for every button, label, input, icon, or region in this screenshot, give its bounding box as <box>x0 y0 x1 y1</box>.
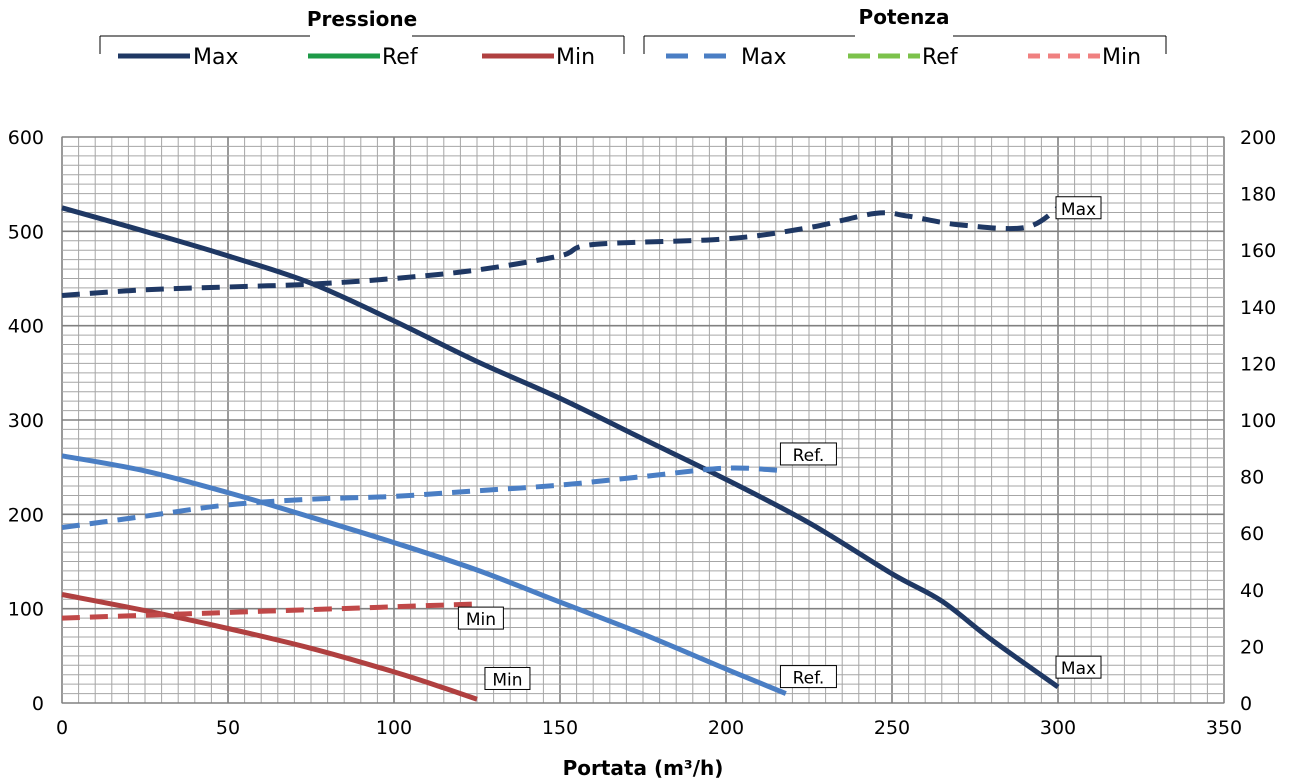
annotation-box <box>779 665 837 689</box>
annotation-box <box>484 666 531 690</box>
y-right-tick-label: 20 <box>1240 636 1264 658</box>
legend-pressure-min-label: Min <box>556 45 595 70</box>
legend-power-max-label: Max <box>741 45 786 70</box>
annotation-label: Max <box>1061 659 1096 679</box>
y-right-tick-label: 140 <box>1240 297 1276 319</box>
plot-grid <box>61 136 1225 704</box>
annotation-box <box>1055 655 1102 679</box>
series-line-p-ref <box>61 453 787 696</box>
y-right-tick-label: 180 <box>1240 184 1276 206</box>
y-left-tick-label: 200 <box>8 504 44 526</box>
y-left-tick-label: 300 <box>8 410 44 432</box>
legend-pressure-title: Pressione <box>307 7 417 31</box>
x-tick-label: 150 <box>542 717 578 739</box>
legend-power: Potenza Max Ref Min <box>643 5 1167 70</box>
y-right-tick-label: 160 <box>1240 240 1276 262</box>
annotation-label: Ref. <box>793 446 825 466</box>
y-left-tick-label: 500 <box>8 221 44 243</box>
x-tick-label: 0 <box>56 717 68 739</box>
legend-power-title: Potenza <box>859 5 950 29</box>
series-line-w-min <box>61 601 478 621</box>
x-axis-label: Portata (m³/h) <box>563 756 724 780</box>
annotation-label: Min <box>466 610 496 630</box>
y-right-tick-label: 80 <box>1240 467 1264 489</box>
y-right-tick-label: 120 <box>1240 353 1276 375</box>
annotation-box <box>779 442 837 466</box>
y-left-tick-label: 0 <box>32 693 44 715</box>
x-tick-label: 300 <box>1040 717 1076 739</box>
x-tick-label: 350 <box>1206 717 1242 739</box>
axis-ticks: 0 50 100 150 200 250 300 3500100200300400500600… <box>8 127 1277 739</box>
legend-power-ref-label: Ref <box>922 45 959 70</box>
legend-power-min-label: Min <box>1102 45 1141 70</box>
plot-annotations: Max Ref. Min Max Ref. Min <box>457 196 1102 690</box>
y-right-tick-label: 60 <box>1240 523 1264 545</box>
y-right-tick-label: 0 <box>1240 693 1252 715</box>
annotation-box <box>457 606 504 630</box>
legend-pressure-max-label: Max <box>193 45 238 70</box>
y-left-tick-label: 100 <box>8 599 44 621</box>
series-line-p-max <box>61 205 1060 690</box>
y-left-tick-label: 600 <box>8 127 44 149</box>
x-tick-label: 100 <box>376 717 412 739</box>
y-right-tick-label: 40 <box>1240 580 1264 602</box>
plot-series <box>61 205 1060 702</box>
series-line-p-min <box>61 592 478 702</box>
series-line-w-max <box>61 205 1060 298</box>
series-line-w-ref <box>61 465 786 530</box>
annotation-label: Max <box>1061 200 1096 220</box>
y-right-tick-label: 200 <box>1240 127 1276 149</box>
legend-pressure: Pressione Max Ref Min <box>99 7 625 70</box>
annotation-box <box>1055 196 1102 220</box>
y-right-tick-label: 100 <box>1240 410 1276 432</box>
annotation-label: Ref. <box>793 669 825 689</box>
x-tick-label: 200 <box>708 717 744 739</box>
y-left-tick-label: 400 <box>8 316 44 338</box>
legend-pressure-ref-label: Ref <box>382 45 419 70</box>
x-tick-label: 250 <box>874 717 910 739</box>
annotation-label: Min <box>492 670 522 690</box>
x-tick-label: 50 <box>216 717 240 739</box>
